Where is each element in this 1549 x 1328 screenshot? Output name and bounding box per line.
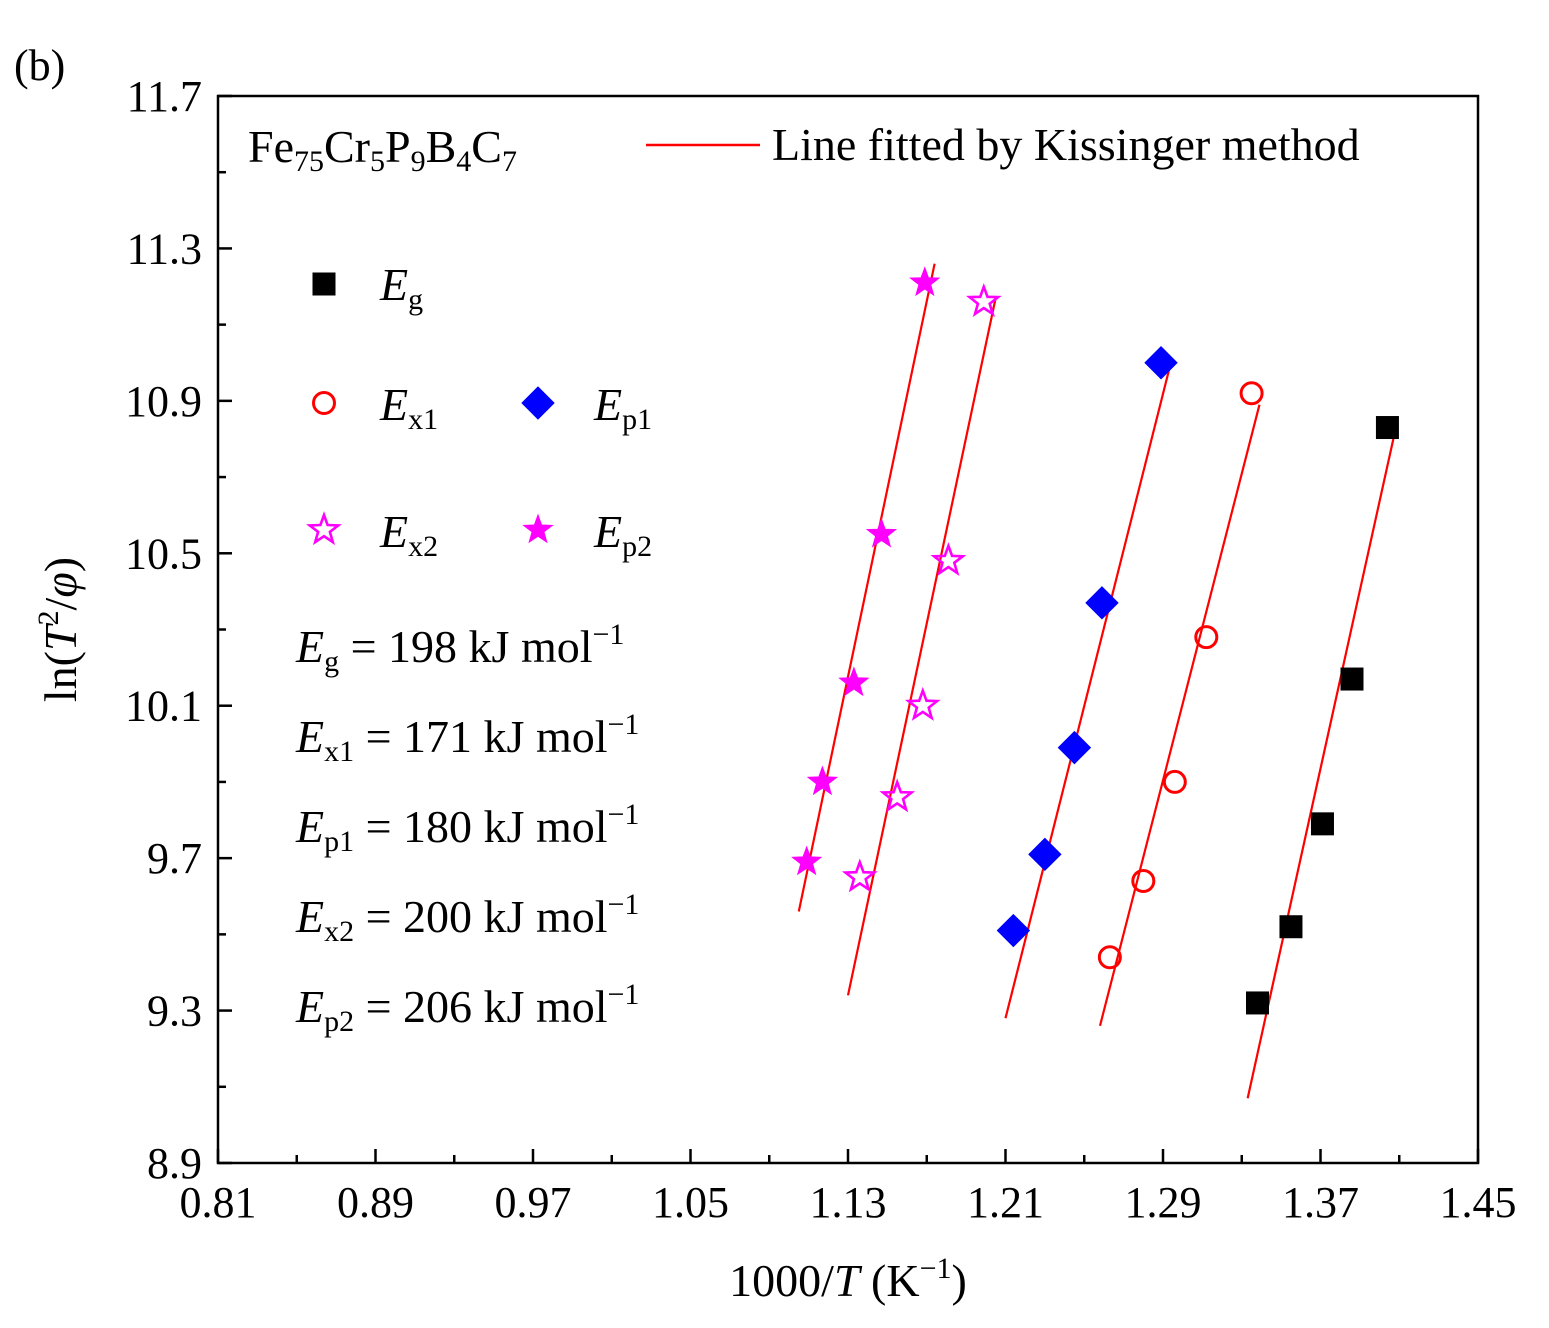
y-axis-label: ln(T2/φ) bbox=[32, 557, 86, 702]
energy-Ep2: Ep2 = 206 kJ mol−1 bbox=[295, 978, 639, 1038]
point-Eg-0 bbox=[1246, 991, 1269, 1015]
y-tick-label: 10.5 bbox=[125, 529, 202, 578]
energy-Ex2: Ex2 = 200 kJ mol−1 bbox=[295, 888, 639, 948]
point-Eg-2 bbox=[1310, 812, 1334, 836]
point-Ex1-3 bbox=[1194, 625, 1219, 650]
point-Eg-4 bbox=[1375, 416, 1399, 440]
energy-Ep1: Ep1 = 180 kJ mol−1 bbox=[295, 798, 639, 858]
y-tick-label: 9.3 bbox=[147, 987, 202, 1036]
point-Ep2-1 bbox=[806, 765, 839, 796]
x-tick-label: 1.29 bbox=[1125, 1178, 1202, 1227]
x-axis: 0.81 0.89 0.97 1.05 1.13 1.21 1.29 1.37 1.45 bbox=[180, 1149, 1517, 1227]
point-Ex1-1 bbox=[1131, 869, 1156, 894]
point-Ep1-4 bbox=[1144, 346, 1178, 380]
point-Ex1-2 bbox=[1162, 769, 1187, 794]
fit-line-Ex1 bbox=[1098, 404, 1261, 1027]
x-tick-label: 1.37 bbox=[1282, 1178, 1359, 1227]
fit-line-Ex2 bbox=[846, 297, 997, 996]
point-Ex2-0 bbox=[841, 858, 878, 893]
legend-label-Eg: Eg bbox=[379, 259, 423, 316]
point-Ep2-2 bbox=[838, 666, 870, 697]
alloy-composition: Fe75Cr5P9B4C7 bbox=[248, 121, 517, 178]
point-Ex2-2 bbox=[904, 686, 941, 721]
panel-label: (b) bbox=[14, 41, 65, 90]
y-tick-label: 10.1 bbox=[125, 682, 202, 731]
point-Ex2-4 bbox=[966, 283, 1002, 317]
x-tick-label: 1.05 bbox=[652, 1178, 729, 1227]
point-Ep1-3 bbox=[1085, 586, 1119, 620]
point-Ep1-0 bbox=[996, 913, 1031, 948]
legend-label-Ex1: Ex1 bbox=[379, 379, 438, 436]
point-Ex1-4 bbox=[1239, 381, 1264, 406]
fit-legend-label: Line fitted by Kissinger method bbox=[772, 119, 1360, 170]
x-axis-label: 1000/T (K−1) bbox=[729, 1252, 967, 1306]
y-tick-label: 8.9 bbox=[147, 1139, 202, 1188]
fit-lines bbox=[797, 263, 1395, 1099]
legend-label-Ep1: Ep1 bbox=[593, 379, 652, 436]
y-axis: 8.9 9.3 9.7 10.1 10.5 10.9 11.3 11.7 bbox=[125, 72, 232, 1188]
legend-marker-Ex2 bbox=[306, 511, 342, 546]
energy-Eg: Eg = 198 kJ mol−1 bbox=[295, 618, 624, 678]
legend-label-Ex2: Ex2 bbox=[379, 506, 438, 563]
x-tick-label: 1.45 bbox=[1440, 1178, 1517, 1227]
legend-marker-Ep1 bbox=[521, 386, 555, 420]
x-tick-label: 0.81 bbox=[180, 1178, 257, 1227]
point-Eg-1 bbox=[1279, 915, 1303, 939]
x-tick-label: 0.97 bbox=[495, 1178, 572, 1227]
legend-marker-Eg bbox=[312, 272, 336, 296]
fit-line-Ep1 bbox=[1004, 370, 1170, 1019]
point-Ex1-0 bbox=[1097, 945, 1122, 970]
fit-line-Eg bbox=[1246, 438, 1395, 1099]
x-tick-label: 1.21 bbox=[967, 1178, 1044, 1227]
y-tick-label: 11.7 bbox=[127, 72, 202, 121]
legend-marker-Ex1 bbox=[312, 391, 336, 415]
point-Ex2-1 bbox=[879, 778, 916, 813]
series-legend: Eg Ex1 Ep1 Ex2 Ep2 bbox=[306, 259, 652, 563]
point-Ep2-3 bbox=[865, 517, 898, 548]
data-points bbox=[791, 266, 1399, 1015]
y-tick-label: 10.9 bbox=[125, 377, 202, 426]
legend-marker-Ep2 bbox=[522, 513, 554, 544]
point-Ep1-2 bbox=[1057, 730, 1092, 765]
x-tick-label: 0.89 bbox=[337, 1178, 414, 1227]
point-Eg-3 bbox=[1340, 667, 1364, 691]
fit-line-Ep2 bbox=[797, 263, 936, 912]
energy-Ex1: Ex1 = 171 kJ mol−1 bbox=[295, 708, 639, 768]
fit-legend: Line fitted by Kissinger method bbox=[646, 119, 1360, 170]
point-Ep2-0 bbox=[791, 845, 823, 876]
y-tick-label: 9.7 bbox=[147, 834, 202, 883]
legend-label-Ep2: Ep2 bbox=[593, 506, 652, 563]
activation-energies: Eg = 198 kJ mol−1 Ex1 = 171 kJ mol−1 Ep1 =… bbox=[295, 618, 639, 1038]
x-tick-label: 1.13 bbox=[810, 1178, 887, 1227]
y-tick-label: 11.3 bbox=[127, 224, 202, 273]
point-Ep2-4 bbox=[909, 266, 941, 297]
point-Ep1-1 bbox=[1028, 837, 1062, 872]
point-Ex2-3 bbox=[930, 542, 967, 577]
